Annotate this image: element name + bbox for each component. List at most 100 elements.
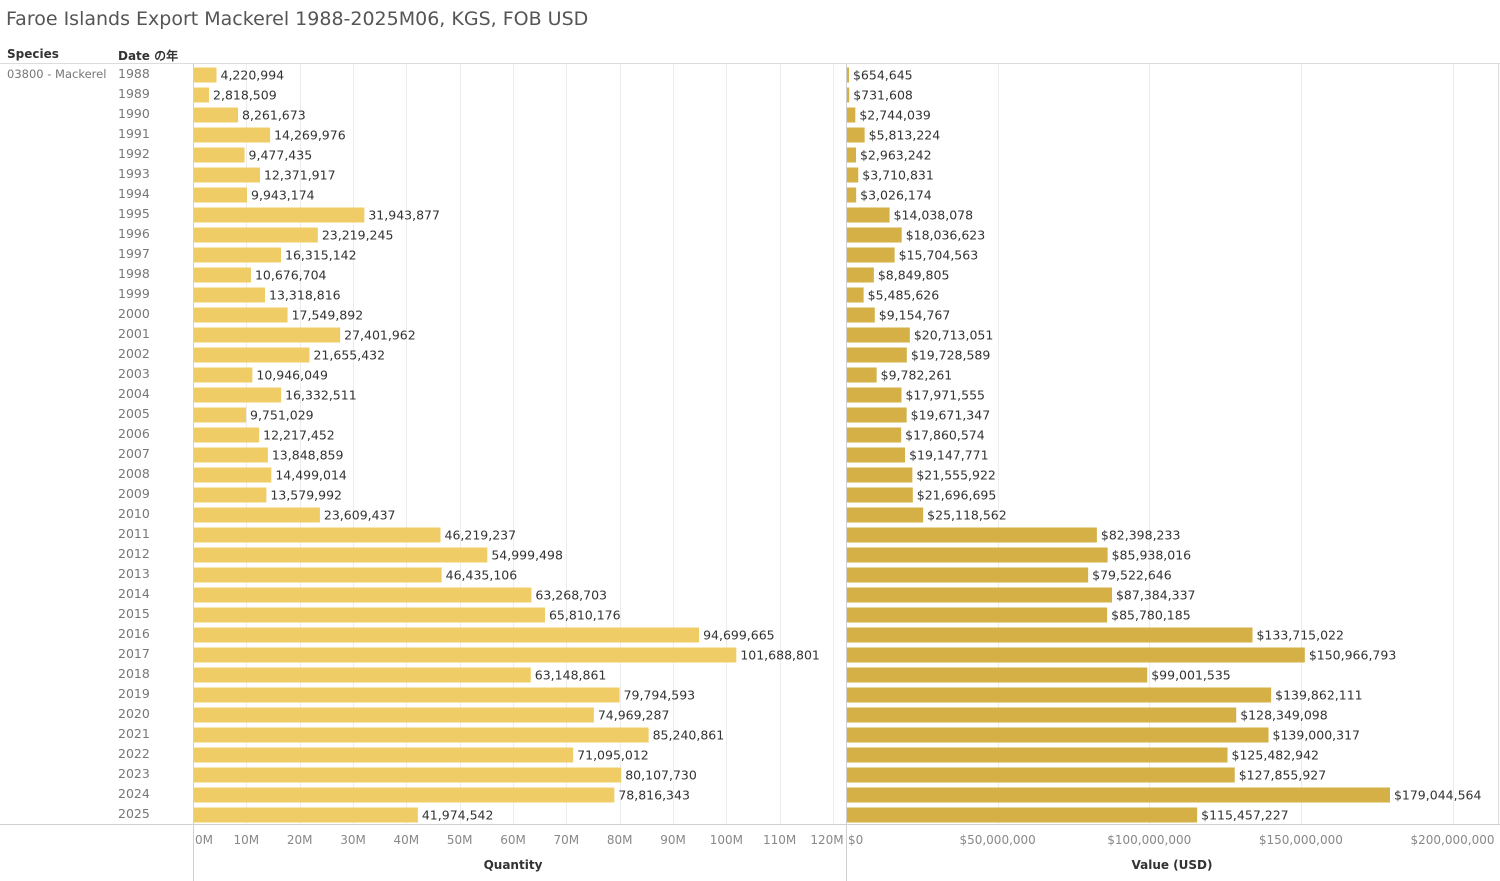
value-bar-2018[interactable] bbox=[847, 667, 1148, 683]
quantity-data-label-1991: 14,269,976 bbox=[274, 128, 346, 143]
quantity-bar-2007[interactable] bbox=[194, 447, 268, 463]
quantity-bar-2002[interactable] bbox=[194, 347, 310, 363]
year-label-2017: 2017 bbox=[118, 646, 150, 661]
quantity-bar-2020[interactable] bbox=[194, 707, 594, 723]
quantity-bar-1998[interactable] bbox=[194, 267, 251, 283]
year-label-1994: 1994 bbox=[118, 186, 150, 201]
value-bar-1994[interactable] bbox=[847, 187, 857, 203]
quantity-bar-1994[interactable] bbox=[194, 187, 248, 203]
value-bar-2011[interactable] bbox=[847, 527, 1097, 543]
value-bar-2020[interactable] bbox=[847, 707, 1237, 723]
value-bar-2024[interactable] bbox=[847, 787, 1390, 803]
value-bar-2005[interactable] bbox=[847, 407, 907, 423]
value-bar-2015[interactable] bbox=[847, 607, 1108, 623]
value-bar-1996[interactable] bbox=[847, 227, 902, 243]
year-label-1995: 1995 bbox=[118, 206, 150, 221]
quantity-bar-2010[interactable] bbox=[194, 507, 320, 523]
value-tick-label: $0 bbox=[848, 833, 863, 847]
quantity-bar-2016[interactable] bbox=[194, 627, 700, 643]
value-bar-2023[interactable] bbox=[847, 767, 1235, 783]
year-label-2007: 2007 bbox=[118, 446, 150, 461]
quantity-bar-2023[interactable] bbox=[194, 767, 622, 783]
quantity-bar-1999[interactable] bbox=[194, 287, 266, 303]
year-label-2001: 2001 bbox=[118, 326, 150, 341]
value-bar-2022[interactable] bbox=[847, 747, 1228, 763]
quantity-bar-2000[interactable] bbox=[194, 307, 288, 323]
year-label-2021: 2021 bbox=[118, 726, 150, 741]
value-bar-2019[interactable] bbox=[847, 687, 1272, 703]
value-bar-1990[interactable] bbox=[847, 107, 856, 123]
value-bar-2004[interactable] bbox=[847, 387, 902, 403]
date-column-header[interactable]: Date の年 bbox=[118, 49, 179, 63]
year-label-1998: 1998 bbox=[118, 266, 150, 281]
value-bar-2014[interactable] bbox=[847, 587, 1112, 603]
value-bar-2000[interactable] bbox=[847, 307, 875, 323]
value-bar-2013[interactable] bbox=[847, 567, 1089, 583]
quantity-bar-2019[interactable] bbox=[194, 687, 620, 703]
quantity-bar-2017[interactable] bbox=[194, 647, 737, 663]
year-label-2002: 2002 bbox=[118, 346, 150, 361]
quantity-bar-2001[interactable] bbox=[194, 327, 341, 343]
value-bar-2001[interactable] bbox=[847, 327, 910, 343]
value-bar-1988[interactable] bbox=[847, 67, 849, 83]
quantity-bar-1990[interactable] bbox=[194, 107, 239, 123]
quantity-bar-1995[interactable] bbox=[194, 207, 365, 223]
quantity-bar-2004[interactable] bbox=[194, 387, 282, 403]
value-data-label-2017: $150,966,793 bbox=[1309, 648, 1396, 663]
value-bar-1995[interactable] bbox=[847, 207, 890, 223]
quantity-bar-1996[interactable] bbox=[194, 227, 318, 243]
quantity-data-label-2012: 54,999,498 bbox=[491, 548, 563, 563]
quantity-bar-2011[interactable] bbox=[194, 527, 441, 543]
value-bar-2006[interactable] bbox=[847, 427, 902, 443]
value-bar-1992[interactable] bbox=[847, 147, 856, 163]
quantity-bar-2013[interactable] bbox=[194, 567, 442, 583]
value-bar-1997[interactable] bbox=[847, 247, 895, 263]
value-data-label-2019: $139,862,111 bbox=[1275, 688, 1362, 703]
value-bar-2007[interactable] bbox=[847, 447, 906, 463]
quantity-tick-label: 10M bbox=[234, 833, 260, 847]
quantity-bar-2025[interactable] bbox=[194, 807, 418, 823]
quantity-bar-2022[interactable] bbox=[194, 747, 574, 763]
value-bar-1999[interactable] bbox=[847, 287, 864, 303]
quantity-bar-2006[interactable] bbox=[194, 427, 260, 443]
quantity-data-label-1993: 12,371,917 bbox=[264, 168, 336, 183]
species-column-header[interactable]: Species bbox=[7, 47, 59, 61]
quantity-bar-1993[interactable] bbox=[194, 167, 260, 183]
value-bar-2016[interactable] bbox=[847, 627, 1253, 643]
value-bar-2009[interactable] bbox=[847, 487, 913, 503]
quantity-data-label-2011: 46,219,237 bbox=[445, 528, 517, 543]
quantity-bar-1989[interactable] bbox=[194, 87, 210, 103]
value-bar-2025[interactable] bbox=[847, 807, 1198, 823]
quantity-bar-2008[interactable] bbox=[194, 467, 272, 483]
value-axis-title[interactable]: Value (USD) bbox=[1131, 858, 1212, 872]
quantity-data-label-2006: 12,217,452 bbox=[263, 428, 335, 443]
quantity-bar-2015[interactable] bbox=[194, 607, 545, 623]
quantity-bar-2024[interactable] bbox=[194, 787, 615, 803]
value-bar-1991[interactable] bbox=[847, 127, 865, 143]
quantity-bar-1997[interactable] bbox=[194, 247, 282, 263]
quantity-bar-2003[interactable] bbox=[194, 367, 253, 383]
value-bar-2021[interactable] bbox=[847, 727, 1269, 743]
value-bar-1989[interactable] bbox=[847, 87, 850, 103]
value-bar-2012[interactable] bbox=[847, 547, 1108, 563]
quantity-bar-1991[interactable] bbox=[194, 127, 271, 143]
quantity-bar-2005[interactable] bbox=[194, 407, 247, 423]
quantity-bar-2012[interactable] bbox=[194, 547, 488, 563]
value-bar-2008[interactable] bbox=[847, 467, 913, 483]
quantity-bar-2018[interactable] bbox=[194, 667, 531, 683]
quantity-bar-1992[interactable] bbox=[194, 147, 245, 163]
quantity-bar-2014[interactable] bbox=[194, 587, 532, 603]
quantity-bar-2021[interactable] bbox=[194, 727, 649, 743]
quantity-bar-2009[interactable] bbox=[194, 487, 267, 503]
value-bar-2003[interactable] bbox=[847, 367, 877, 383]
value-bar-1993[interactable] bbox=[847, 167, 859, 183]
quantity-bar-1988[interactable] bbox=[194, 67, 217, 83]
value-bar-2017[interactable] bbox=[847, 647, 1305, 663]
value-bar-1998[interactable] bbox=[847, 267, 874, 283]
year-label-1997: 1997 bbox=[118, 246, 150, 261]
quantity-data-label-1996: 23,219,245 bbox=[322, 228, 394, 243]
quantity-axis-title[interactable]: Quantity bbox=[484, 858, 543, 872]
quantity-data-label-2020: 74,969,287 bbox=[598, 708, 670, 723]
value-bar-2010[interactable] bbox=[847, 507, 924, 523]
value-bar-2002[interactable] bbox=[847, 347, 907, 363]
